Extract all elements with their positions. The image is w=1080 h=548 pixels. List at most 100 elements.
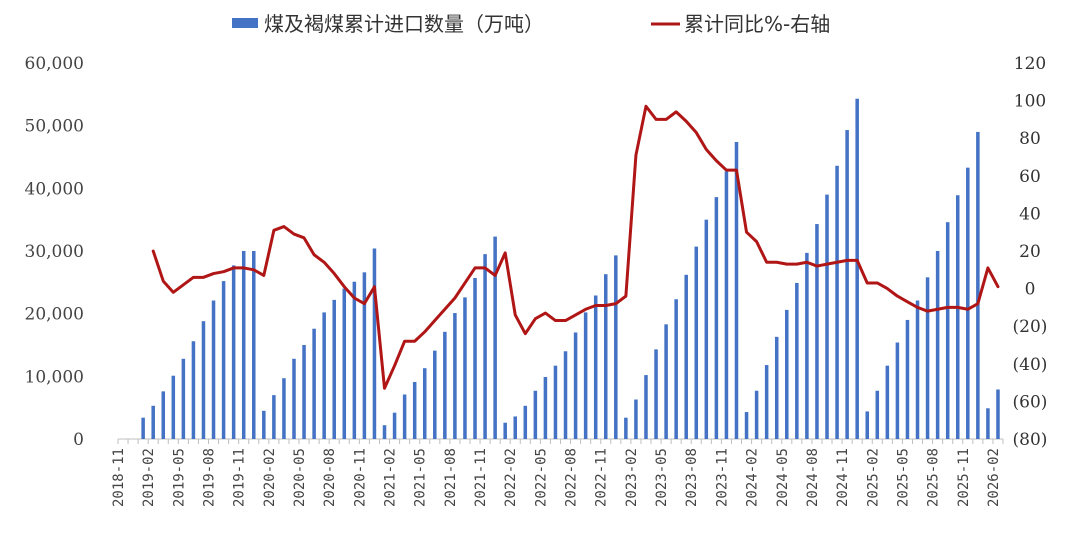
bar	[694, 246, 699, 439]
x-tick-label: 2019-02	[141, 448, 157, 507]
bar	[151, 405, 155, 439]
bar	[955, 195, 960, 439]
bar	[372, 248, 377, 439]
bar	[644, 375, 648, 439]
bar	[865, 411, 869, 439]
x-tick-label: 2020-02	[262, 448, 278, 507]
bar	[885, 365, 890, 439]
right-tick-label: 120	[1014, 54, 1046, 74]
bar	[443, 331, 447, 439]
bar	[221, 281, 226, 439]
bar	[292, 358, 296, 439]
bar	[523, 405, 528, 439]
bar	[925, 277, 930, 439]
bar	[161, 391, 166, 439]
bar	[604, 274, 608, 439]
bar	[976, 131, 980, 439]
bar	[332, 299, 336, 439]
x-tick-label: 2023-08	[684, 448, 700, 507]
x-tick-label: 2024-08	[805, 448, 821, 507]
bar	[362, 272, 367, 439]
bar	[201, 321, 206, 439]
bar	[533, 390, 538, 439]
bar	[382, 425, 387, 439]
bar	[815, 224, 819, 439]
right-tick-label: 40	[1019, 204, 1041, 224]
left-tick-label: 40,000	[25, 179, 84, 199]
legend-bar-swatch	[232, 18, 258, 28]
bar	[402, 394, 407, 439]
bar	[915, 300, 920, 439]
bar	[342, 288, 347, 439]
bar	[805, 252, 809, 439]
bar	[996, 389, 1000, 439]
bar	[986, 408, 990, 439]
line-series-yoy	[151, 104, 1000, 390]
bar	[412, 381, 417, 439]
bar	[433, 350, 437, 439]
bar	[785, 309, 789, 439]
right-tick-label: (60)	[1013, 392, 1048, 412]
bars-layer	[141, 98, 1000, 440]
bar	[764, 365, 769, 439]
x-tick-label: 2020-05	[292, 448, 308, 507]
x-tick-label: 2025-08	[926, 448, 942, 507]
bar	[252, 251, 256, 439]
x-tick-label: 2022-11	[594, 448, 610, 507]
x-tick-label: 2022-02	[503, 448, 519, 507]
x-tick-label: 2025-11	[956, 448, 972, 507]
bar	[211, 300, 216, 439]
x-tick-label: 2023-02	[624, 448, 640, 507]
right-tick-label: 100	[1014, 92, 1046, 112]
x-tick-label: 2021-11	[473, 448, 489, 507]
x-tick-label: 2024-11	[835, 448, 851, 507]
x-tick-label: 2022-05	[533, 448, 549, 507]
legend-line-label: 累计同比%-右轴	[684, 12, 830, 36]
right-tick-label: (80)	[1013, 430, 1048, 450]
bar	[503, 422, 507, 439]
x-tick-label: 2021-08	[443, 448, 459, 507]
bar	[664, 324, 668, 439]
bar	[845, 130, 849, 440]
bar	[734, 141, 739, 439]
x-tick-label: 2021-05	[413, 448, 429, 507]
left-tick-label: 50,000	[25, 117, 84, 137]
legend-bar-label: 煤及褐煤累计进口数量（万吨）	[264, 12, 544, 36]
x-tick-label: 2020-11	[352, 448, 368, 507]
axes-layer	[117, 438, 1004, 444]
x-tick-label: 2025-05	[895, 448, 911, 507]
x-tick-label: 2023-11	[714, 448, 730, 507]
bar	[704, 219, 709, 439]
bar	[352, 281, 357, 439]
bar	[493, 236, 497, 439]
bar	[614, 255, 618, 439]
bar	[835, 165, 839, 439]
bar	[654, 349, 658, 439]
bar	[473, 277, 477, 439]
bar	[543, 376, 548, 439]
bar	[624, 417, 628, 439]
bar	[553, 365, 558, 439]
bar	[593, 295, 598, 439]
bar	[875, 390, 880, 439]
bar	[181, 358, 186, 439]
x-tick-label: 2024-02	[745, 448, 761, 507]
bar	[714, 197, 719, 439]
x-tick-label: 2022-08	[564, 448, 580, 507]
bar	[513, 416, 517, 439]
bar	[191, 341, 196, 439]
line-layer	[151, 104, 1000, 390]
right-tick-label: 20	[1019, 242, 1041, 262]
x-tick-label: 2019-11	[232, 448, 248, 507]
right-tick-label: 80	[1019, 129, 1041, 149]
bar	[634, 399, 638, 439]
bar	[966, 167, 970, 439]
bar	[483, 254, 487, 439]
bar	[945, 222, 950, 439]
bar	[744, 412, 749, 439]
bar	[905, 319, 910, 439]
bar	[392, 412, 397, 439]
bar	[795, 282, 799, 439]
bar	[282, 378, 286, 439]
